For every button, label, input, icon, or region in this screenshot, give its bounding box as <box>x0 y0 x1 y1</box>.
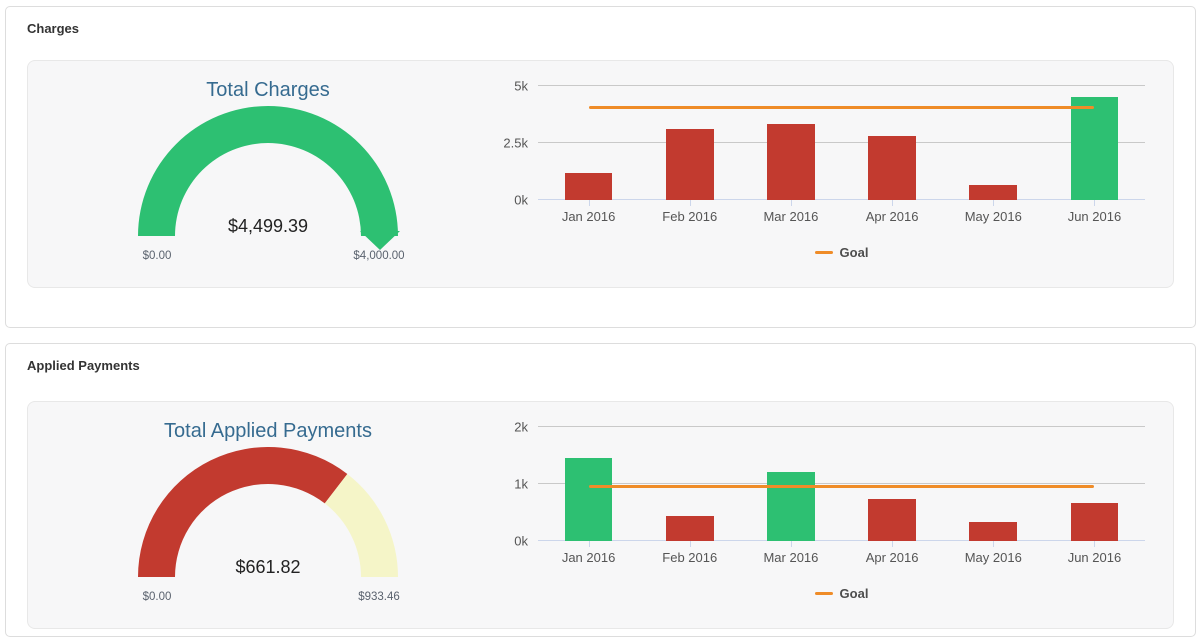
charges-panel-title: Charges <box>27 21 80 36</box>
goal-legend-label: Goal <box>839 245 869 260</box>
x-axis-label-feb-2016: Feb 2016 <box>662 550 718 565</box>
x-axis-label-jun-2016: Jun 2016 <box>1067 550 1122 565</box>
gridline-0k <box>538 540 1145 541</box>
axis-tick <box>892 200 894 206</box>
x-axis-label-jan-2016: Jan 2016 <box>561 209 616 224</box>
gauge-value: $4,499.39 <box>227 216 309 236</box>
plot-area: 0k 1k 2k <box>514 420 1145 549</box>
x-axis-labels: Jan 2016 Feb 2016 Mar 2016 Apr 2016 May 2016… <box>538 550 1145 565</box>
applied-payments-bar-chart: 0k 1k 2k Jan 2016 Feb 2016 Mar 2016 Apr 2016 M… <box>508 402 1173 628</box>
gauge-arc-svg <box>138 447 398 577</box>
gauge-max-label: $4,000.00 <box>353 250 405 262</box>
bar-mar-2016[interactable] <box>767 471 815 541</box>
bar-mar-2016[interactable] <box>767 124 815 200</box>
gauge-fill-arc <box>138 106 398 236</box>
plot-area: 0k 2.5k 5k <box>503 79 1145 208</box>
gridline-2.5k <box>538 142 1145 143</box>
gridline-2k <box>538 426 1145 427</box>
y-axis-label: 2k <box>514 419 528 435</box>
axis-tick <box>1094 541 1096 547</box>
applied-payments-panel: Applied Payments Total Applied Payments … <box>5 343 1196 637</box>
y-axis-label: 0k <box>514 533 528 549</box>
x-axis-label-may-2016: May 2016 <box>964 550 1022 565</box>
axis-tick <box>689 200 691 206</box>
x-axis-label-jan-2016: Jan 2016 <box>561 550 616 565</box>
charges-panel: Charges Total Charges $4,499.39 $0.00 $4… <box>5 6 1196 328</box>
y-axis-label: 2.5k <box>503 135 528 151</box>
bar-may-2016[interactable] <box>969 521 1018 541</box>
goal-legend-dash-icon <box>814 592 833 595</box>
goal-legend-dash-icon <box>814 251 833 254</box>
axis-tick <box>993 200 995 206</box>
goal-legend-label: Goal <box>839 586 869 601</box>
applied-payments-panel-title: Applied Payments <box>27 358 140 373</box>
gauge-max-label: $933.46 <box>358 591 400 603</box>
x-axis-labels: Jan 2016 Feb 2016 Mar 2016 Apr 2016 May 2016… <box>538 209 1145 224</box>
gauge-title: Total Applied Payments <box>164 420 372 442</box>
charges-bar-chart: 0k 2.5k 5k Jan 2016 Feb 2016 Mar 2016 Apr 201… <box>503 61 1173 287</box>
axis-tick <box>892 541 894 547</box>
x-axis-label-feb-2016: Feb 2016 <box>662 209 718 224</box>
bar-feb-2016[interactable] <box>665 515 714 541</box>
goal-line <box>588 484 1095 488</box>
axis-tick <box>1094 200 1096 206</box>
bar-apr-2016[interactable] <box>868 499 916 541</box>
gauge-arc-svg <box>138 106 400 250</box>
axis-tick <box>790 541 792 547</box>
bar-jun-2016[interactable] <box>1070 503 1119 541</box>
total-applied-payments-gauge: Total Applied Payments $661.82 $0.00 $93… <box>28 402 508 628</box>
gauge-drawing: $4,499.39 $0.00 $4,000.00 <box>118 106 418 266</box>
y-axis-label: 0k <box>514 192 528 208</box>
axis-tick <box>993 541 995 547</box>
x-axis-label-apr-2016: Apr 2016 <box>865 550 919 565</box>
gauge-title: Total Charges <box>206 79 330 101</box>
y-axis-label: 5k <box>514 78 528 94</box>
gauge-fill-arc <box>138 447 348 577</box>
chart-legend[interactable]: Goal <box>538 245 1145 260</box>
x-axis-label-mar-2016: Mar 2016 <box>763 209 819 224</box>
bar-feb-2016[interactable] <box>665 129 714 200</box>
total-charges-gauge: Total Charges $4,499.39 $0.00 $4,000.00 <box>28 61 508 287</box>
axis-tick <box>588 541 590 547</box>
gauge-min-label: $0.00 <box>142 250 172 262</box>
gauge-value: $661.82 <box>235 557 301 577</box>
axis-tick <box>790 200 792 206</box>
bar-apr-2016[interactable] <box>868 136 916 200</box>
axis-tick <box>588 200 590 206</box>
gauge-min-label: $0.00 <box>142 591 172 603</box>
bar-jan-2016[interactable] <box>564 457 613 541</box>
x-axis-label-jun-2016: Jun 2016 <box>1067 209 1122 224</box>
axis-tick <box>689 541 691 547</box>
charges-card: Total Charges $4,499.39 $0.00 $4,000.00 … <box>27 60 1174 288</box>
goal-line <box>588 105 1095 109</box>
bar-jan-2016[interactable] <box>564 173 613 200</box>
applied-payments-card: Total Applied Payments $661.82 $0.00 $93… <box>27 401 1174 629</box>
y-axis-label: 1k <box>514 476 528 492</box>
x-axis-label-apr-2016: Apr 2016 <box>865 209 919 224</box>
gridline-1k <box>538 483 1145 484</box>
gridline-5k <box>538 85 1145 86</box>
gridline-0k <box>538 199 1145 200</box>
gauge-overflow-arrow-icon <box>360 231 400 250</box>
gauge-rest-arc <box>324 474 398 577</box>
bar-may-2016[interactable] <box>969 185 1018 200</box>
gauge-drawing: $661.82 $0.00 $933.46 <box>118 447 418 607</box>
x-axis-label-may-2016: May 2016 <box>964 209 1022 224</box>
chart-legend[interactable]: Goal <box>538 586 1145 601</box>
x-axis-label-mar-2016: Mar 2016 <box>763 550 819 565</box>
bar-jun-2016[interactable] <box>1070 97 1119 200</box>
